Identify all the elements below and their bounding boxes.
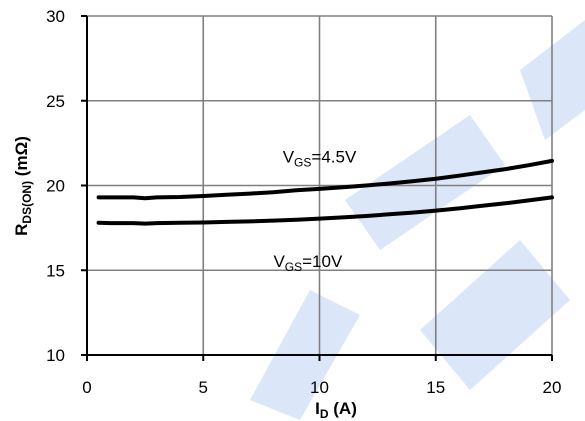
x-tick-label-4: 20: [543, 378, 562, 397]
series-group: [96, 158, 554, 226]
series-line-1: [96, 195, 554, 226]
y-tick-label-1: 15: [46, 261, 65, 280]
y-tick-label-4: 30: [46, 7, 65, 26]
x-tick-label-2: 10: [310, 378, 329, 397]
x-tick-label-1: 5: [199, 378, 208, 397]
x-axis-label-main: I: [315, 399, 320, 418]
grid: [87, 15, 553, 355]
x-axis-label-rest: (A): [329, 399, 357, 418]
x-tick-label-3: 15: [426, 378, 445, 397]
series-annotation-1: VGS=10V: [273, 252, 343, 274]
y-axis-label: RDS(ON) (mΩ): [12, 136, 34, 236]
tick-labels: 0 5 10 15 20 10 15 20 25 30: [46, 7, 561, 397]
y-axis-label-rest: (mΩ): [12, 136, 31, 181]
annotations: VGS=4.5V VGS=10V: [273, 148, 357, 274]
y-tick-label-2: 20: [46, 177, 65, 196]
y-axis-label-main: R: [12, 224, 31, 236]
y-tick-label-3: 25: [46, 92, 65, 111]
x-axis-label-sub: D: [320, 407, 329, 421]
watermark-shape-2: [420, 240, 570, 390]
y-axis-label-sub: DS(ON): [20, 181, 34, 224]
axes: [81, 15, 553, 361]
watermark-shape-0: [345, 115, 505, 250]
x-tick-label-0: 0: [82, 378, 91, 397]
x-axis-label: ID (A): [315, 399, 357, 421]
series-annotation-0: VGS=4.5V: [283, 148, 357, 170]
y-tick-label-0: 10: [46, 346, 65, 365]
series-line-0: [96, 158, 554, 201]
